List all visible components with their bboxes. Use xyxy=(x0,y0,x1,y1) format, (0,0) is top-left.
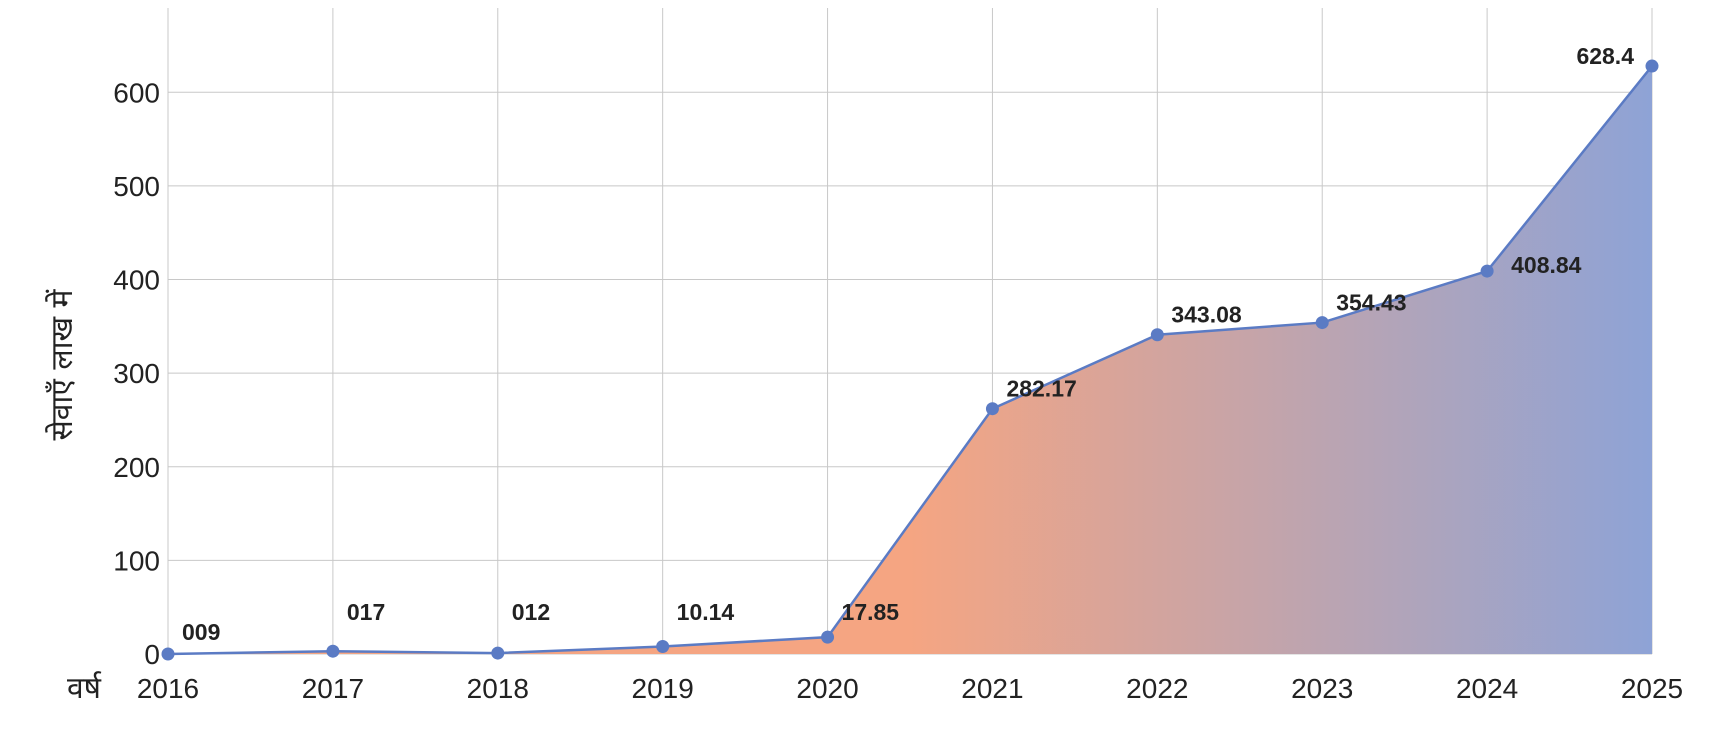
data-labels: 009 017 012 10.14 17.85 282.17 343.08 354.43 408… xyxy=(182,43,1634,645)
data-label: 343.08 xyxy=(1171,302,1242,328)
y-tick-label: 100 xyxy=(113,545,160,576)
x-tick-label: 2019 xyxy=(632,673,694,704)
x-tick-label: 2020 xyxy=(796,673,858,704)
x-axis-title: वर्ष xyxy=(67,671,102,706)
data-point xyxy=(985,402,999,416)
y-tick-label: 600 xyxy=(113,77,160,108)
data-label: 628.4 xyxy=(1576,43,1634,69)
axis-ticks: 0 100 200 300 400 500 600 2016 2017 2018 2019 2020 2… xyxy=(113,77,1683,704)
data-point xyxy=(326,644,340,658)
x-tick-label: 2022 xyxy=(1126,673,1188,704)
data-label: 10.14 xyxy=(677,599,735,625)
data-point xyxy=(161,647,175,661)
data-label: 282.17 xyxy=(1006,376,1076,402)
y-axis-title: सेवाएँ लाख में xyxy=(45,288,80,440)
data-point xyxy=(1645,59,1659,73)
data-label: 408.84 xyxy=(1511,252,1582,278)
x-tick-label: 2016 xyxy=(137,673,199,704)
data-point xyxy=(1315,316,1329,330)
x-tick-label: 2018 xyxy=(467,673,529,704)
series-line xyxy=(167,65,1653,656)
markers xyxy=(161,59,1659,661)
data-label: 017 xyxy=(347,599,385,625)
data-label: 17.85 xyxy=(842,599,900,625)
data-point xyxy=(491,646,505,660)
data-point xyxy=(1150,328,1164,342)
data-label: 012 xyxy=(512,599,550,625)
data-point xyxy=(1480,264,1494,278)
y-tick-label: 400 xyxy=(113,265,160,296)
data-point xyxy=(821,630,835,644)
x-tick-label: 2025 xyxy=(1621,673,1683,704)
x-tick-label: 2017 xyxy=(302,673,364,704)
data-label: 009 xyxy=(182,619,220,645)
x-tick-label: 2023 xyxy=(1291,673,1353,704)
area-fill xyxy=(168,66,1652,654)
x-tick-label: 2024 xyxy=(1456,673,1518,704)
y-tick-label: 300 xyxy=(113,358,160,389)
area-series xyxy=(167,65,1653,656)
y-tick-label: 500 xyxy=(113,171,160,202)
data-point xyxy=(656,640,670,654)
y-tick-label: 0 xyxy=(144,639,160,670)
data-label: 354.43 xyxy=(1336,290,1406,316)
y-tick-label: 200 xyxy=(113,452,160,483)
x-tick-label: 2021 xyxy=(961,673,1023,704)
